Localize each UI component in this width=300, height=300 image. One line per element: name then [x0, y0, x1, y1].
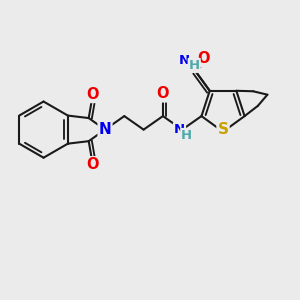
Text: O: O [86, 157, 99, 172]
Text: O: O [198, 51, 210, 66]
Text: N: N [99, 122, 111, 137]
Text: N: N [174, 123, 185, 136]
Text: O: O [157, 86, 169, 101]
Text: S: S [218, 122, 229, 137]
Text: H: H [181, 129, 192, 142]
Text: N: N [179, 54, 190, 68]
Text: H: H [189, 59, 200, 72]
Text: O: O [86, 87, 99, 102]
